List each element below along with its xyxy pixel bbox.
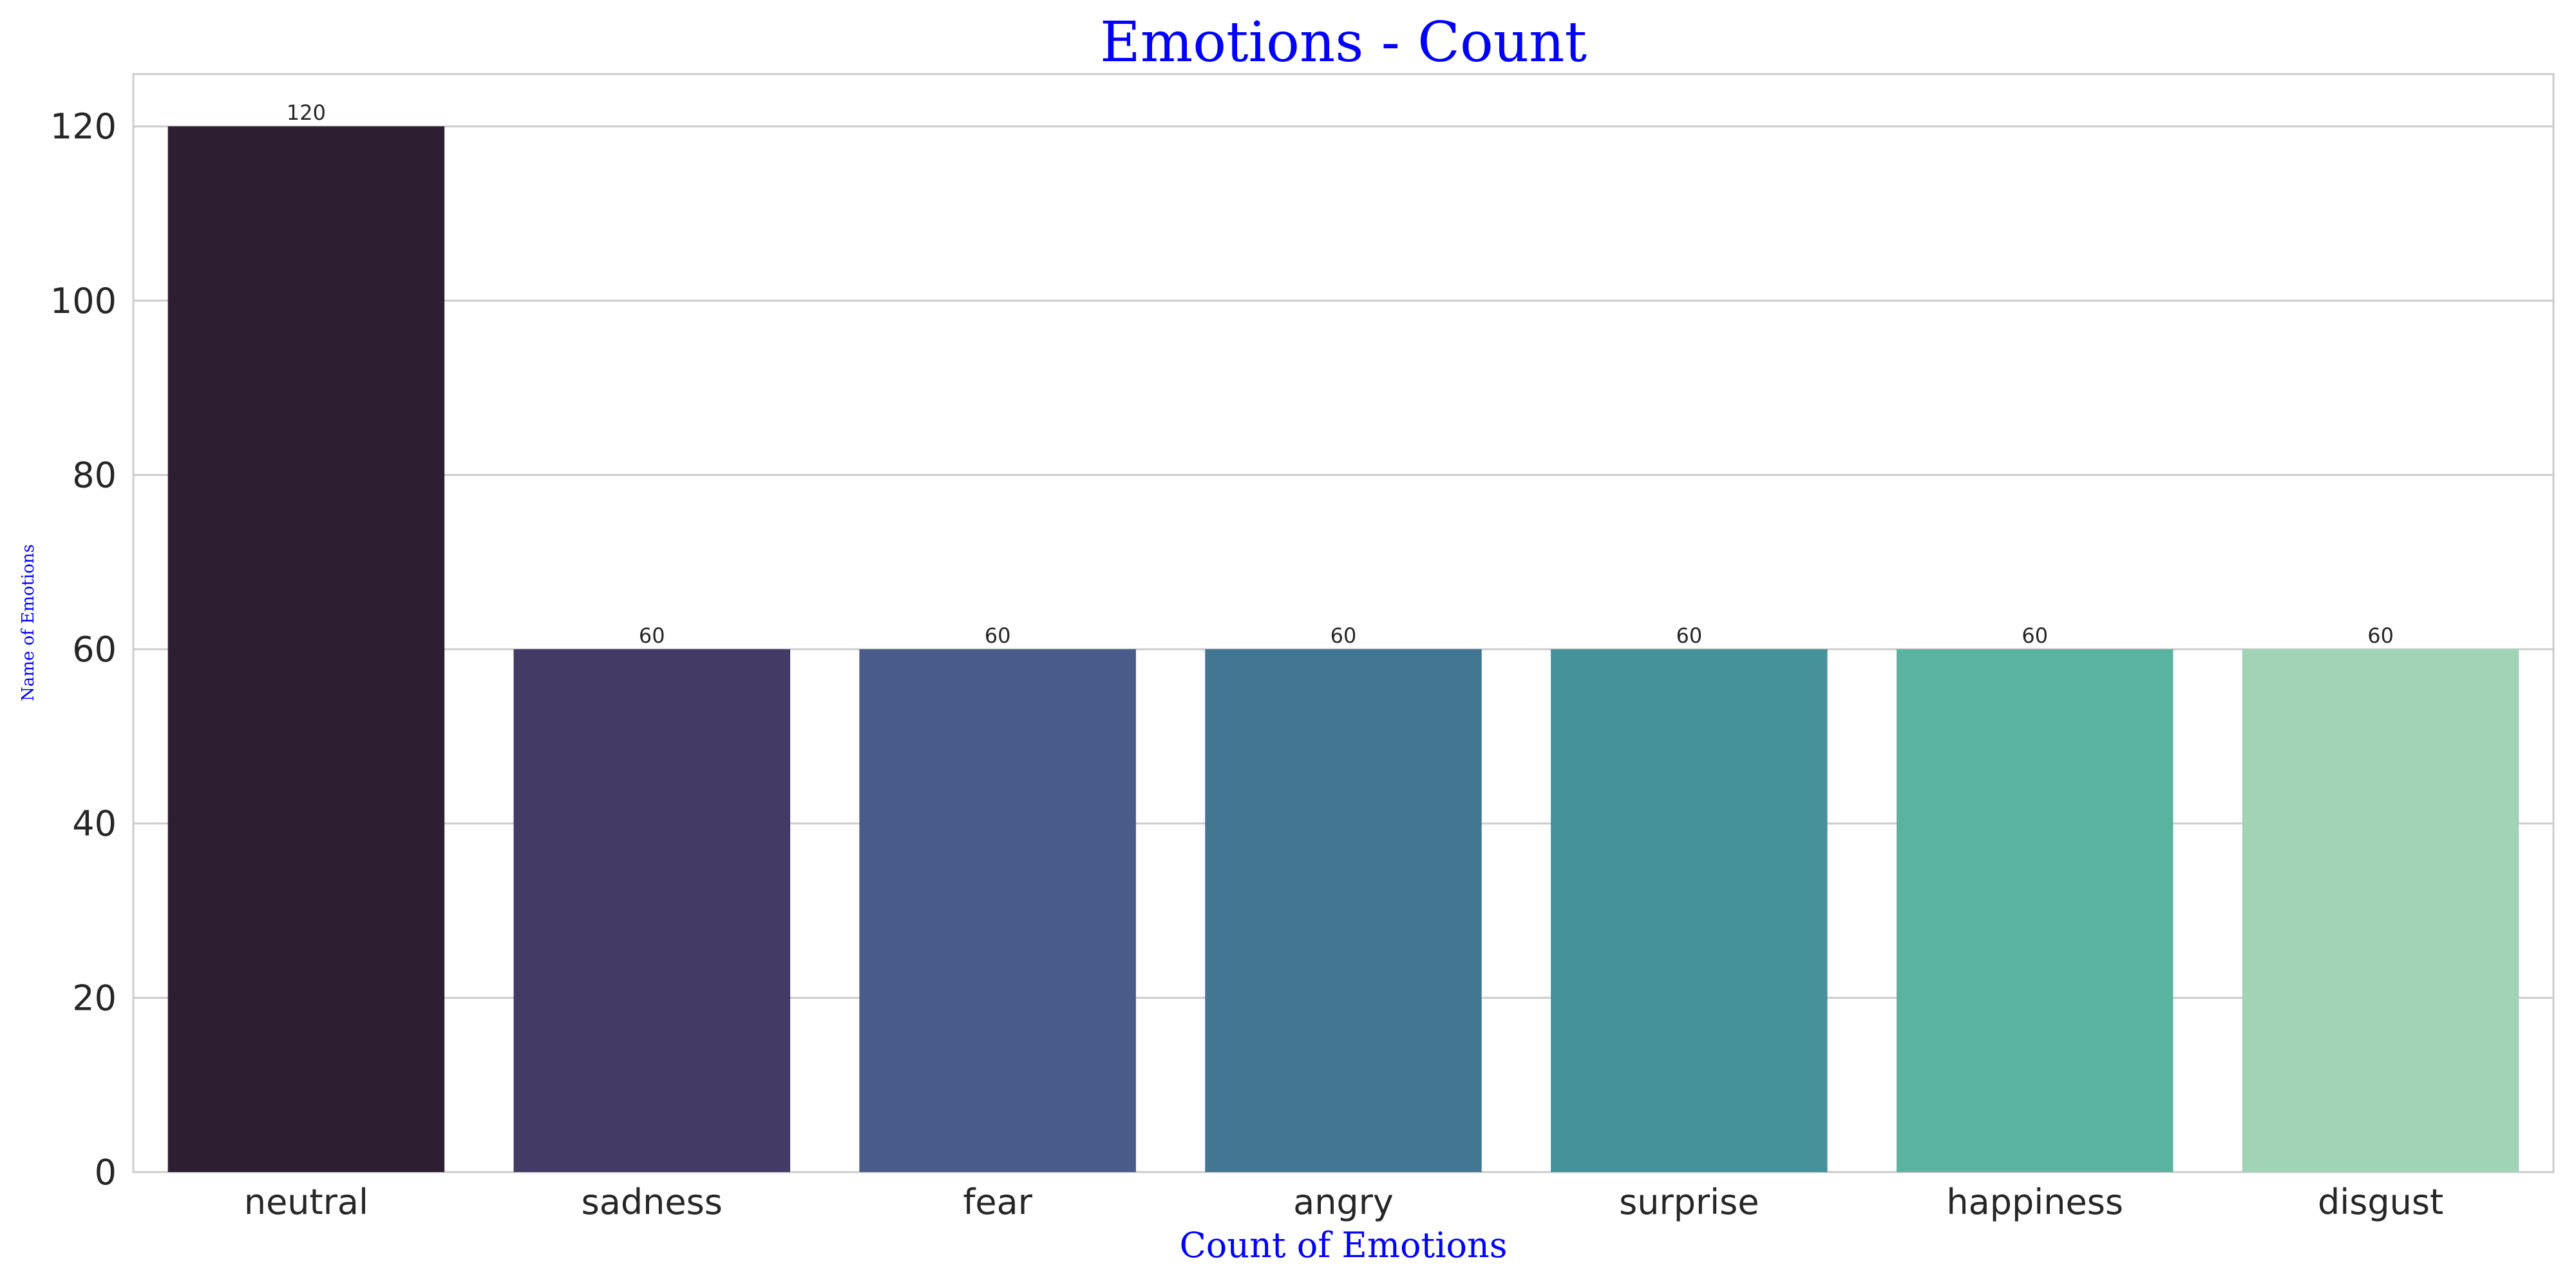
data-label: 120 (287, 100, 326, 125)
bar-fear (859, 649, 1136, 1172)
bar-happiness (1896, 649, 2174, 1172)
x-tick-label: disgust (2318, 1182, 2443, 1222)
y-tick-label: 60 (72, 629, 117, 670)
bar-disgust (2242, 649, 2519, 1172)
bar-angry (1205, 649, 1482, 1172)
x-tick-label: happiness (1946, 1182, 2123, 1222)
y-tick-label: 40 (72, 804, 117, 844)
x-tick-label: fear (963, 1182, 1032, 1222)
data-label: 60 (1331, 623, 1357, 648)
y-tick-label: 0 (95, 1152, 117, 1193)
bar-sadness (513, 649, 791, 1172)
data-label: 60 (1676, 623, 1702, 648)
x-tick-label: surprise (1619, 1182, 1759, 1222)
chart-title: Emotions - Count (1100, 10, 1587, 75)
bar-neutral (167, 126, 445, 1173)
data-labels: 120 60 60 60 60 60 60 (287, 100, 2394, 648)
y-tick-labels: 0 20 40 60 80 100 120 (50, 106, 117, 1193)
data-label: 60 (2022, 623, 2048, 648)
y-tick-label: 80 (72, 455, 117, 495)
data-label: 60 (2367, 623, 2394, 648)
bar-surprise (1551, 649, 1828, 1172)
x-tick-label: angry (1293, 1182, 1394, 1222)
y-tick-label: 120 (50, 106, 117, 147)
data-label: 60 (985, 623, 1011, 648)
x-axis-label: Count of Emotions (1179, 1225, 1507, 1265)
data-label: 60 (639, 623, 665, 648)
x-tick-label: neutral (244, 1182, 368, 1222)
x-tick-label: sadness (582, 1182, 723, 1222)
bars (167, 126, 2519, 1173)
y-axis-label: Name of Emotions (19, 544, 38, 701)
y-tick-label: 20 (72, 978, 117, 1018)
x-tick-labels: neutral sadness fear angry surprise happiness… (244, 1182, 2443, 1222)
y-tick-label: 100 (50, 281, 117, 321)
